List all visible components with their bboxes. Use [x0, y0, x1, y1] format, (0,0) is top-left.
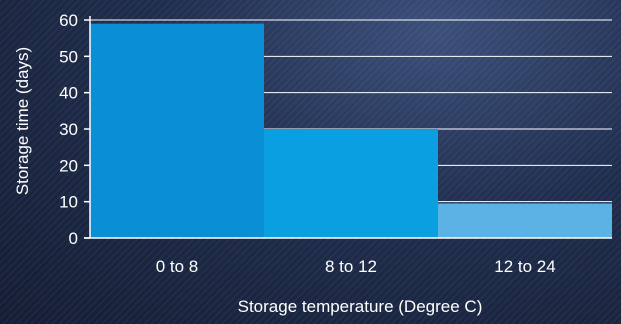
y-tick-label: 0 [69, 229, 78, 248]
y-tick-labels: 0 10 20 30 40 50 60 [59, 11, 78, 248]
x-tick-label: 12 to 24 [494, 257, 555, 276]
y-tick-label: 30 [59, 120, 78, 139]
axes [84, 16, 612, 239]
y-tick-label: 20 [59, 156, 78, 175]
bar [438, 203, 612, 238]
bar [90, 23, 264, 239]
bars [90, 23, 612, 239]
y-tick-label: 40 [59, 84, 78, 103]
y-tick-label: 50 [59, 47, 78, 66]
y-tick-label: 10 [59, 193, 78, 212]
x-tick-label: 8 to 12 [325, 257, 377, 276]
x-tick-labels: 0 to 8 8 to 12 12 to 24 [156, 257, 556, 276]
bar [264, 129, 438, 238]
x-tick-label: 0 to 8 [156, 257, 199, 276]
x-axis-title: Storage temperature (Degree C) [238, 297, 483, 316]
y-tick-label: 60 [59, 11, 78, 30]
y-axis-title: Storage time (days) [13, 47, 32, 195]
